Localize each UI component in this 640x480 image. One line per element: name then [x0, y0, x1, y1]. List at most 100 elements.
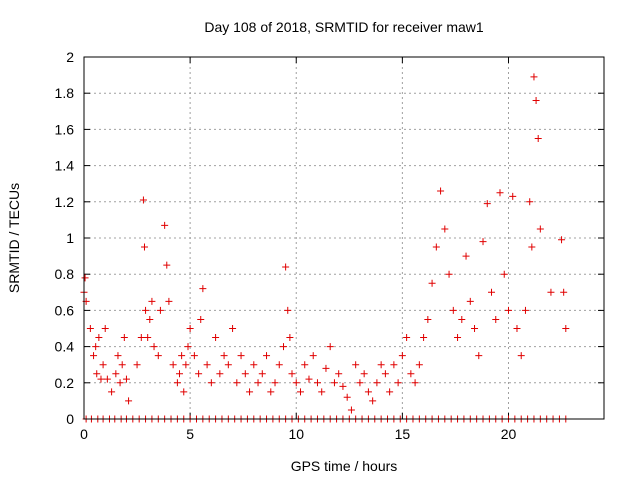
data-point: [284, 306, 292, 314]
data-point: [112, 370, 120, 378]
data-point: [407, 370, 415, 378]
data-point: [125, 397, 133, 405]
data-point: [195, 370, 203, 378]
x-axis-label: GPS time / hours: [291, 458, 398, 474]
data-point: [449, 306, 457, 314]
x-tick-label: 20: [501, 426, 517, 442]
data-point: [163, 261, 171, 269]
data-point: [292, 379, 300, 387]
x-tick-label: 15: [395, 426, 411, 442]
y-tick-label: 0.2: [55, 375, 75, 391]
data-point: [373, 379, 381, 387]
data-point: [411, 379, 419, 387]
data-point: [441, 225, 449, 233]
data-point: [142, 306, 150, 314]
data-point: [146, 315, 154, 323]
data-point: [394, 379, 402, 387]
y-tick-label: 0.4: [55, 339, 75, 355]
data-point: [229, 325, 237, 332]
data-point: [282, 263, 290, 271]
data-point: [93, 370, 101, 378]
data-point: [305, 375, 313, 383]
data-point: [212, 334, 220, 342]
data-point: [178, 352, 186, 360]
data-point: [144, 334, 152, 342]
data-point: [207, 379, 215, 387]
data-point: [483, 200, 491, 208]
data-point: [560, 288, 568, 296]
data-point: [386, 388, 394, 396]
grid-lines: [84, 57, 604, 419]
data-point: [150, 343, 158, 351]
data-point: [114, 352, 122, 360]
data-point: [369, 397, 377, 405]
data-point: [475, 352, 483, 360]
data-point: [424, 315, 432, 323]
data-point: [133, 361, 141, 369]
data-point: [120, 334, 128, 342]
data-point: [161, 221, 169, 229]
chart-title: Day 108 of 2018, SRMTID for receiver maw…: [204, 19, 484, 35]
data-point: [496, 189, 504, 197]
y-tick-label: 2: [66, 49, 74, 65]
data-point: [547, 288, 555, 296]
data-point: [309, 352, 317, 360]
data-point: [558, 236, 566, 244]
data-point: [313, 379, 321, 387]
data-point: [428, 279, 436, 287]
data-point: [377, 361, 385, 369]
y-tick-label: 0: [66, 411, 74, 427]
data-point: [322, 364, 330, 372]
data-point: [488, 288, 496, 296]
data-point: [466, 297, 474, 305]
data-point: [92, 343, 100, 351]
data-point: [176, 370, 184, 378]
data-point: [216, 370, 224, 378]
data-point: [462, 252, 470, 260]
data-point: [280, 343, 288, 351]
data-point: [532, 96, 540, 104]
data-point: [432, 243, 440, 251]
data-point: [95, 334, 103, 342]
data-point: [356, 379, 364, 387]
data-point: [347, 406, 355, 414]
data-point: [137, 334, 145, 342]
data-point: [381, 370, 389, 378]
data-point: [254, 379, 262, 387]
data-point: [154, 352, 162, 360]
data-point: [116, 379, 124, 387]
tick-labels: 0 5 10 15 20 0 0.2 0.4 0.6 0.8 1 1.2 1.4 1.6 1.8 2: [55, 49, 517, 442]
x-tick-label: 5: [186, 426, 194, 442]
data-point: [97, 375, 105, 383]
data-point: [415, 361, 423, 369]
data-point: [99, 361, 107, 369]
data-point: [530, 73, 538, 81]
data-point: [103, 375, 111, 383]
y-tick-label: 1.8: [55, 85, 75, 101]
data-point: [352, 361, 360, 369]
data-point: [335, 370, 343, 378]
y-tick-label: 1.6: [55, 121, 75, 137]
data-point: [521, 306, 529, 314]
data-point: [237, 352, 245, 360]
data-point: [471, 325, 479, 332]
data-point: [500, 270, 508, 278]
data-point: [233, 379, 241, 387]
data-point: [562, 325, 570, 332]
x-tick-label: 0: [80, 426, 88, 442]
y-tick-label: 1.4: [55, 158, 75, 174]
data-point: [267, 388, 275, 396]
data-point: [364, 388, 372, 396]
data-point: [509, 192, 517, 200]
data-point: [122, 375, 130, 383]
data-point: [81, 274, 89, 282]
data-point: [437, 187, 445, 195]
data-points: [80, 73, 570, 423]
data-point: [182, 361, 190, 369]
data-point: [90, 352, 98, 360]
data-point: [339, 382, 347, 390]
data-point: [504, 306, 512, 314]
data-point: [186, 325, 194, 332]
data-point: [536, 225, 544, 233]
